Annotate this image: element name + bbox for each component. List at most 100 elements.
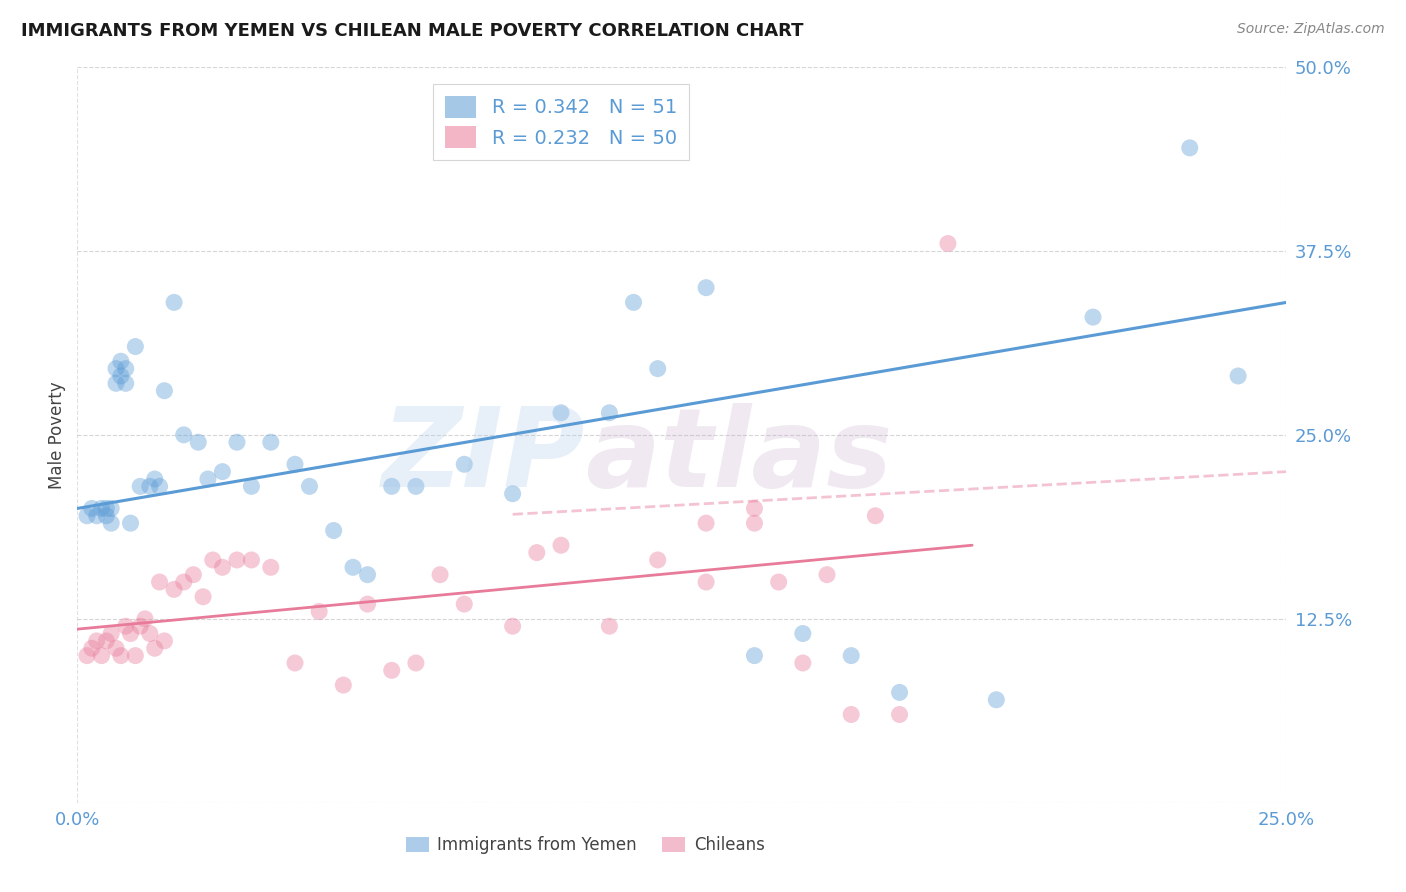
Point [342, 560, 364, 574]
Y-axis label: Male Poverty: Male Poverty [48, 381, 66, 489]
Point [453, 457, 475, 471]
Point [744, 648, 766, 663]
Point [284, 656, 307, 670]
Point [453, 597, 475, 611]
Point [153, 633, 176, 648]
Point [322, 524, 344, 538]
Text: Source: ZipAtlas.com: Source: ZipAtlas.com [1237, 22, 1385, 37]
Point [260, 560, 283, 574]
Point [134, 612, 156, 626]
Point [148, 479, 170, 493]
Point [332, 678, 354, 692]
Point [744, 516, 766, 530]
Point [647, 553, 669, 567]
Point [405, 656, 427, 670]
Point [100, 626, 122, 640]
Point [139, 626, 162, 640]
Point [114, 376, 136, 391]
Point [298, 479, 321, 493]
Text: ZIP: ZIP [381, 403, 585, 510]
Point [129, 619, 152, 633]
Point [889, 685, 911, 699]
Point [173, 427, 195, 442]
Point [163, 295, 186, 310]
Point [405, 479, 427, 493]
Point [839, 648, 862, 663]
Point [623, 295, 645, 310]
Point [100, 516, 122, 530]
Point [598, 406, 620, 420]
Point [381, 664, 404, 678]
Point [226, 435, 249, 450]
Point [356, 597, 378, 611]
Point [86, 633, 108, 648]
Point [1081, 310, 1104, 325]
Point [744, 501, 766, 516]
Point [226, 553, 249, 567]
Point [105, 641, 128, 656]
Point [502, 619, 524, 633]
Point [792, 656, 814, 670]
Point [839, 707, 862, 722]
Point [110, 648, 132, 663]
Point [201, 553, 224, 567]
Point [96, 508, 118, 523]
Point [889, 707, 911, 722]
Point [550, 538, 572, 552]
Point [129, 479, 152, 493]
Point [865, 508, 887, 523]
Point [284, 457, 307, 471]
Point [163, 582, 186, 597]
Point [695, 516, 717, 530]
Point [80, 501, 103, 516]
Text: atlas: atlas [585, 403, 893, 510]
Point [120, 516, 142, 530]
Point [124, 340, 146, 354]
Point [187, 435, 209, 450]
Point [76, 648, 98, 663]
Point [110, 369, 132, 384]
Point [260, 435, 283, 450]
Point [80, 641, 103, 656]
Point [100, 501, 122, 516]
Point [815, 567, 838, 582]
Point [191, 590, 214, 604]
Point [120, 626, 142, 640]
Point [143, 472, 166, 486]
Point [308, 605, 330, 619]
Point [1227, 369, 1250, 384]
Point [240, 553, 263, 567]
Point [695, 575, 717, 590]
Point [197, 472, 219, 486]
Point [114, 361, 136, 376]
Point [86, 508, 108, 523]
Point [792, 626, 814, 640]
Point [240, 479, 263, 493]
Point [211, 560, 233, 574]
Point [90, 648, 112, 663]
Point [105, 376, 128, 391]
Point [143, 641, 166, 656]
Point [90, 501, 112, 516]
Point [598, 619, 620, 633]
Legend: Immigrants from Yemen, Chileans: Immigrants from Yemen, Chileans [399, 830, 772, 861]
Point [356, 567, 378, 582]
Point [105, 361, 128, 376]
Point [96, 633, 118, 648]
Point [96, 501, 118, 516]
Point [76, 508, 98, 523]
Point [153, 384, 176, 398]
Point [124, 648, 146, 663]
Text: IMMIGRANTS FROM YEMEN VS CHILEAN MALE POVERTY CORRELATION CHART: IMMIGRANTS FROM YEMEN VS CHILEAN MALE PO… [21, 22, 804, 40]
Point [211, 465, 233, 479]
Point [173, 575, 195, 590]
Point [148, 575, 170, 590]
Point [183, 567, 205, 582]
Point [647, 361, 669, 376]
Point [695, 281, 717, 295]
Point [936, 236, 959, 251]
Point [502, 487, 524, 501]
Point [526, 545, 548, 560]
Point [110, 354, 132, 368]
Point [429, 567, 451, 582]
